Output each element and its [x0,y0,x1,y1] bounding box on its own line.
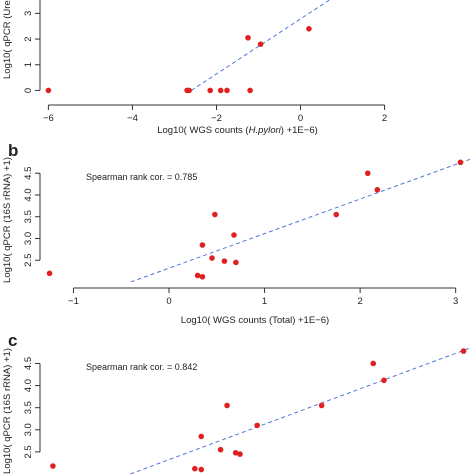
data-point [194,272,201,279]
data-point [45,87,52,94]
data-point [254,422,260,429]
data-point [233,259,239,266]
data-point [186,87,192,94]
spearman-annotation: Spearman rank cor. = 0.785 [86,172,197,182]
y-tick-label: 4.5 [23,167,34,180]
x-tick-label: −6 [43,113,54,124]
y-axis-title: Log10( qPCR (16S rRNA) +1) [2,157,13,283]
y-axis-title: Log10( qPCR (16S rRNA) +1) [2,348,13,474]
data-point [192,465,198,472]
data-point [247,87,253,94]
data-point [364,170,371,177]
x-axis-title-part: Log10( WGS counts (Total) +1E−6) [181,315,329,326]
data-point [217,446,224,453]
data-point [224,402,230,409]
x-axis-title: Log10( WGS counts (Total) +1E−6) [181,315,329,326]
data-point [209,255,215,261]
x-axis-title-part: ) +1E−6) [281,125,318,136]
data-point [318,402,325,409]
y-tick-label: 3.5 [23,401,34,414]
x-tick-label: 2 [382,113,387,124]
y-tick-label: 1 [23,62,34,67]
x-tick-label: −1 [68,296,79,307]
y-tick-label: 4.0 [23,379,34,392]
data-point [460,348,467,354]
data-point [46,270,53,277]
y-tick-label: 4.0 [23,188,34,201]
y-tick-label: 2.5 [23,254,34,267]
data-point [232,449,239,456]
regression-line [191,0,331,91]
y-tick-label: 3.5 [23,210,34,223]
data-point [221,258,228,264]
data-point [50,463,56,469]
x-axis-title-part: H.pylori [249,125,282,136]
x-axis-title: Log10( WGS counts (H.pylori) +1E−6) [157,125,318,136]
data-point [381,377,387,384]
y-tick-label: 3.0 [23,232,34,245]
data-point [198,433,205,440]
data-point [457,159,464,166]
x-tick-label: 3 [453,296,458,307]
x-tick-label: 1 [262,296,267,307]
data-point [212,211,218,218]
data-point [374,186,381,193]
x-tick-label: 0 [298,113,303,124]
y-axis-title: Log10( qPCR (UreA [2,0,13,79]
data-point [306,25,312,32]
panel-letter: b [8,141,18,160]
data-point [237,451,243,457]
data-point [224,87,230,94]
y-tick-label: 0 [23,88,34,93]
spearman-annotation: Spearman rank cor. = 0.842 [86,362,197,372]
data-point [245,34,251,41]
y-tick-label: 4.5 [23,357,34,370]
x-tick-label: 0 [166,296,171,307]
data-point [231,232,237,238]
data-point [257,41,264,48]
data-point [199,242,206,248]
data-point [370,360,377,367]
x-tick-label: −4 [127,113,138,124]
scatter-panel: c 2.5 3.0 3.5 4.0 4.5 Log10( qPCR (16S rRNA) +… [2,331,470,474]
data-point [333,211,340,218]
y-tick-label: 2 [23,36,34,41]
data-point [198,466,205,473]
data-point [217,87,224,94]
scatter-panel: b 2.5 3.0 3.5 4.0 4.5 Log10( qPCR (16S rRNA) +… [2,141,470,326]
x-axis-title-part: Log10( WGS counts ( [157,125,249,136]
y-tick-label: 3.0 [23,423,34,436]
data-point [199,273,206,280]
y-tick-label: 2.5 [23,445,34,458]
panel-letter: c [8,331,17,350]
y-tick-label: 3 [23,11,34,16]
data-point [207,87,213,94]
x-tick-label: 2 [357,296,362,307]
regression-line [130,348,470,474]
x-tick-label: −2 [211,113,222,124]
